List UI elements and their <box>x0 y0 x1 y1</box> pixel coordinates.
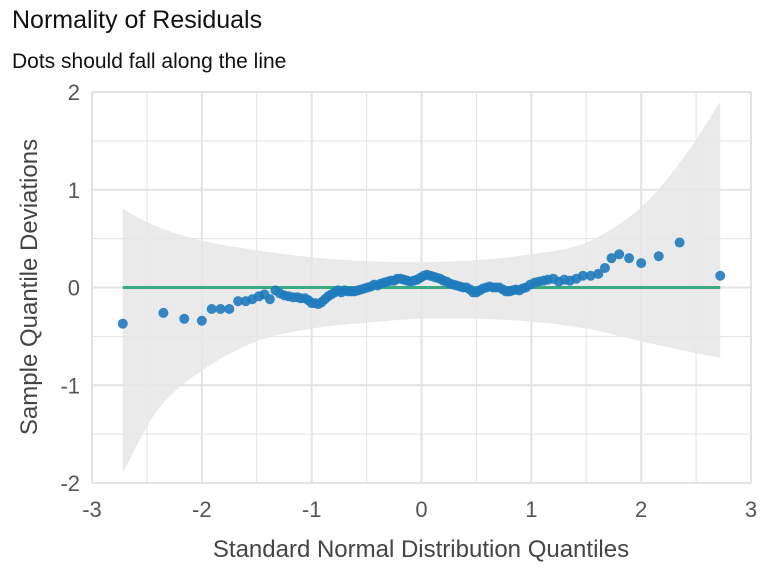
data-point <box>233 296 244 307</box>
y-axis-label: Sample Quantile Deviations <box>16 139 43 435</box>
data-point <box>206 304 217 315</box>
data-point <box>224 304 235 315</box>
data-point <box>117 318 128 329</box>
data-point <box>653 251 664 262</box>
y-tick-label: -2 <box>60 471 80 496</box>
x-tick-label: -1 <box>302 497 322 522</box>
data-point <box>158 307 169 318</box>
data-point <box>264 294 275 305</box>
data-point <box>614 249 625 260</box>
data-point <box>606 253 617 264</box>
chart-subtitle: Dots should fall along the line <box>12 50 287 73</box>
x-tick-label: -3 <box>82 497 102 522</box>
chart-title: Normality of Residuals <box>12 6 263 34</box>
x-tick-label: 3 <box>745 497 757 522</box>
data-point <box>577 270 588 281</box>
x-tick-label: 1 <box>525 497 537 522</box>
y-tick-label: 2 <box>68 80 80 105</box>
data-point <box>196 315 207 326</box>
y-tick-label: -1 <box>60 373 80 398</box>
x-tick-labels: -3 -2 -1 0 1 2 3 <box>82 497 757 522</box>
y-tick-label: 1 <box>68 178 80 203</box>
y-tick-label: 0 <box>68 276 80 301</box>
data-point <box>215 304 226 315</box>
data-point <box>593 268 604 279</box>
x-tick-label: 2 <box>635 497 647 522</box>
points-layer <box>117 237 726 329</box>
data-point <box>715 270 726 281</box>
x-tick-label: -2 <box>192 497 212 522</box>
data-point <box>674 237 685 248</box>
data-point <box>599 262 610 273</box>
x-tick-label: 0 <box>415 497 427 522</box>
y-tick-labels: -2 -1 0 1 2 <box>60 80 80 496</box>
data-point <box>624 253 635 264</box>
x-axis-label: Standard Normal Distribution Quantiles <box>213 536 629 563</box>
data-point <box>636 258 647 269</box>
data-point <box>585 270 596 281</box>
data-point <box>179 313 190 324</box>
